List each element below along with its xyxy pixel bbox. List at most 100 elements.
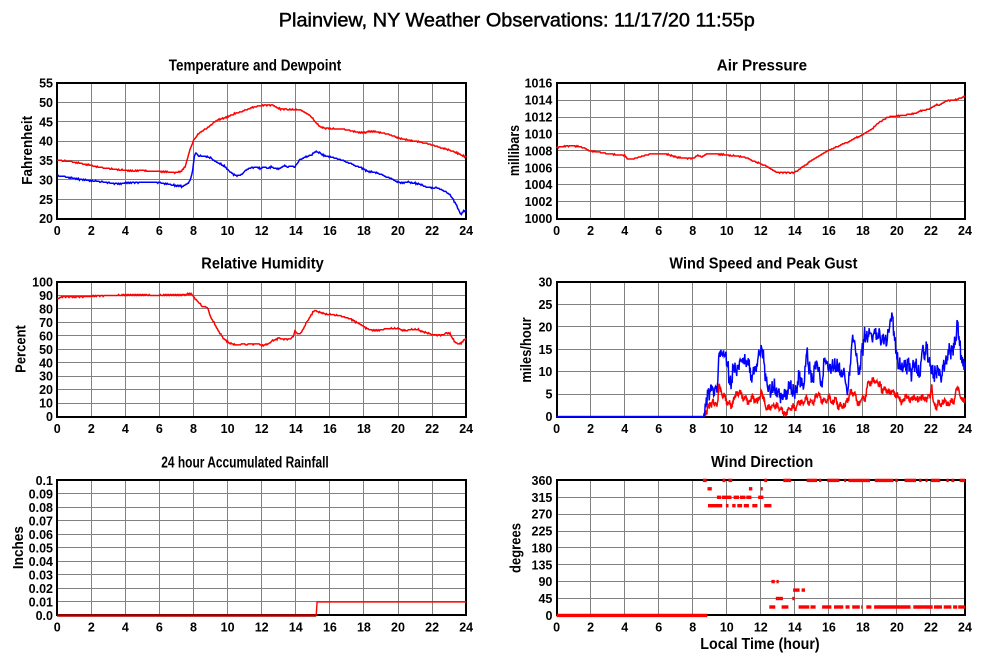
- svg-text:22: 22: [924, 224, 938, 238]
- svg-text:22: 22: [425, 422, 439, 436]
- svg-text:0: 0: [54, 224, 61, 238]
- svg-text:20: 20: [391, 422, 405, 436]
- svg-text:millibars: millibars: [506, 125, 523, 176]
- svg-text:16: 16: [822, 422, 836, 436]
- svg-text:18: 18: [856, 422, 870, 436]
- svg-text:0.05: 0.05: [29, 541, 53, 555]
- svg-text:2: 2: [88, 224, 95, 238]
- svg-text:55: 55: [39, 77, 53, 91]
- svg-text:4: 4: [122, 224, 129, 238]
- svg-text:10: 10: [39, 397, 53, 411]
- svg-text:Wind Direction: Wind Direction: [711, 454, 813, 471]
- svg-text:0.09: 0.09: [29, 487, 53, 501]
- svg-text:50: 50: [39, 343, 53, 357]
- svg-text:6: 6: [655, 224, 662, 238]
- svg-text:Temperature and Dewpoint: Temperature and Dewpoint: [169, 58, 342, 75]
- svg-text:0.01: 0.01: [29, 595, 53, 609]
- svg-text:0: 0: [545, 609, 552, 623]
- svg-text:18: 18: [357, 621, 371, 635]
- svg-text:0.07: 0.07: [29, 514, 53, 528]
- svg-text:180: 180: [532, 541, 553, 555]
- svg-text:18: 18: [357, 224, 371, 238]
- svg-text:1016: 1016: [525, 77, 553, 91]
- svg-text:20: 20: [538, 320, 552, 334]
- svg-text:1000: 1000: [525, 212, 553, 226]
- svg-text:0: 0: [553, 422, 560, 436]
- svg-text:1002: 1002: [525, 195, 553, 209]
- svg-text:20: 20: [39, 212, 53, 226]
- svg-text:22: 22: [425, 224, 439, 238]
- svg-text:24: 24: [958, 621, 972, 635]
- svg-text:4: 4: [621, 224, 628, 238]
- svg-text:10: 10: [720, 224, 734, 238]
- svg-text:20: 20: [391, 224, 405, 238]
- svg-text:8: 8: [190, 621, 197, 635]
- svg-text:18: 18: [856, 224, 870, 238]
- svg-text:Relative Humidity: Relative Humidity: [201, 256, 324, 273]
- svg-text:35: 35: [39, 154, 53, 168]
- svg-text:135: 135: [532, 558, 553, 572]
- svg-text:1006: 1006: [525, 161, 553, 175]
- svg-text:18: 18: [357, 422, 371, 436]
- svg-text:24: 24: [958, 224, 972, 238]
- svg-text:1008: 1008: [525, 144, 553, 158]
- svg-text:2: 2: [88, 621, 95, 635]
- svg-text:90: 90: [538, 575, 552, 589]
- svg-text:14: 14: [788, 422, 802, 436]
- svg-text:16: 16: [822, 621, 836, 635]
- svg-text:12: 12: [255, 422, 269, 436]
- svg-text:Wind Speed and Peak Gust: Wind Speed and Peak Gust: [669, 256, 857, 273]
- svg-text:12: 12: [255, 224, 269, 238]
- svg-text:6: 6: [156, 422, 163, 436]
- svg-text:0: 0: [46, 410, 53, 424]
- svg-text:45: 45: [538, 592, 552, 606]
- svg-text:16: 16: [822, 224, 836, 238]
- svg-text:6: 6: [156, 224, 163, 238]
- svg-text:10: 10: [538, 365, 552, 379]
- svg-text:10: 10: [221, 224, 235, 238]
- svg-text:50: 50: [39, 96, 53, 110]
- svg-text:16: 16: [323, 621, 337, 635]
- svg-text:Air Pressure: Air Pressure: [717, 58, 808, 75]
- svg-text:20: 20: [890, 422, 904, 436]
- svg-text:6: 6: [655, 422, 662, 436]
- svg-text:24: 24: [459, 422, 473, 436]
- svg-text:2: 2: [587, 422, 594, 436]
- svg-text:Fahrenheit: Fahrenheit: [19, 116, 36, 185]
- svg-text:0: 0: [545, 410, 552, 424]
- svg-text:100: 100: [32, 276, 53, 290]
- svg-text:4: 4: [122, 422, 129, 436]
- svg-text:1010: 1010: [525, 128, 553, 142]
- svg-text:40: 40: [39, 135, 53, 149]
- svg-text:6: 6: [655, 621, 662, 635]
- svg-text:10: 10: [221, 422, 235, 436]
- svg-text:24: 24: [958, 422, 972, 436]
- svg-text:22: 22: [924, 621, 938, 635]
- svg-text:0.08: 0.08: [29, 501, 53, 515]
- svg-text:20: 20: [890, 224, 904, 238]
- svg-text:18: 18: [856, 621, 870, 635]
- svg-text:30: 30: [39, 370, 53, 384]
- svg-text:30: 30: [538, 276, 552, 290]
- svg-text:14: 14: [788, 224, 802, 238]
- svg-text:360: 360: [532, 474, 553, 488]
- svg-text:90: 90: [39, 289, 53, 303]
- svg-text:40: 40: [39, 356, 53, 370]
- svg-text:70: 70: [39, 316, 53, 330]
- svg-text:1012: 1012: [525, 111, 553, 125]
- svg-text:80: 80: [39, 302, 53, 316]
- svg-text:22: 22: [924, 422, 938, 436]
- svg-text:315: 315: [532, 491, 553, 505]
- svg-text:14: 14: [289, 224, 303, 238]
- svg-text:60: 60: [39, 329, 53, 343]
- svg-text:1014: 1014: [525, 94, 553, 108]
- svg-text:24: 24: [459, 224, 473, 238]
- svg-text:225: 225: [532, 525, 553, 539]
- svg-text:miles/hour: miles/hour: [518, 317, 535, 382]
- svg-text:12: 12: [255, 621, 269, 635]
- svg-text:25: 25: [39, 193, 53, 207]
- svg-text:6: 6: [156, 621, 163, 635]
- svg-text:0: 0: [54, 422, 61, 436]
- svg-text:0.02: 0.02: [29, 582, 53, 596]
- svg-text:0: 0: [54, 621, 61, 635]
